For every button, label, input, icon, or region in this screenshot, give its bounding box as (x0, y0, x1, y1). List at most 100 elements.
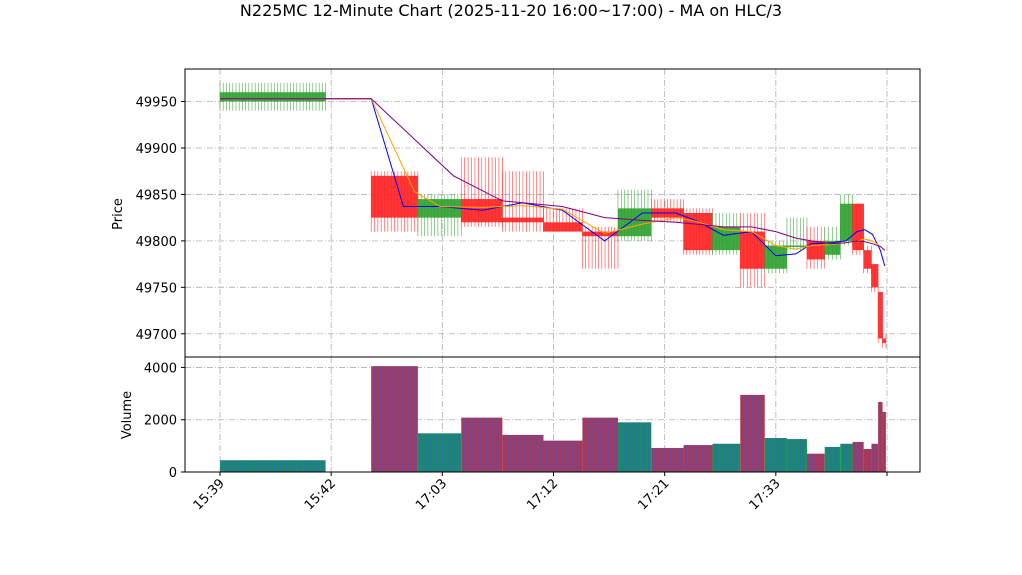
volume-bar (712, 443, 741, 472)
x-axis: 15:39 15:42 17:03 17:12 17:21 17:33 (191, 472, 888, 513)
candle-body (764, 245, 787, 269)
price-tick-label: 49700 (136, 328, 177, 343)
volume-bar (863, 449, 872, 472)
price-candles (219, 82, 887, 348)
volume-bar (871, 443, 879, 472)
candle-body (371, 175, 418, 218)
volume-bar (220, 460, 326, 472)
volume-y-axis: 0 2000 4000 (144, 361, 185, 481)
candle-body (220, 92, 326, 102)
volume-bar (840, 443, 853, 472)
volume-bar (617, 422, 652, 472)
volume-bar (461, 417, 503, 472)
volume-bar-fill (824, 446, 841, 472)
price-panel-frame (184, 68, 921, 358)
volume-bar-fill (582, 417, 618, 472)
volume-bar-fill (764, 438, 787, 472)
x-tick-label: 15:42 (302, 476, 339, 513)
moving-average-line (220, 98, 886, 251)
volume-bar-fill (220, 460, 326, 472)
candle-body (882, 338, 886, 344)
volume-bar (417, 433, 462, 472)
candle-body (683, 213, 713, 251)
candle-body (840, 203, 853, 241)
candle (370, 171, 419, 232)
candle (806, 226, 826, 269)
chart-title: N225MC 12-Minute Chart (2025-11-20 16:00… (240, 1, 782, 20)
candle (840, 194, 853, 246)
moving-average-lines (220, 98, 886, 267)
volume-bar (371, 366, 418, 472)
candle (786, 217, 808, 251)
candle (219, 82, 326, 111)
candle (863, 245, 872, 274)
candle (683, 208, 713, 255)
moving-average-line (220, 98, 886, 251)
price-grid (185, 69, 920, 357)
volume-bar (740, 394, 765, 472)
price-tick-label: 49850 (136, 188, 177, 203)
candle-body (502, 217, 544, 223)
volume-tick-label: 0 (169, 466, 177, 481)
volume-bar-fill (371, 366, 418, 472)
candle-body (852, 203, 864, 251)
price-axis-label: Price (111, 198, 126, 230)
candle (852, 203, 864, 255)
volume-bar (852, 441, 864, 472)
candle-body (786, 245, 807, 248)
candle-body (878, 291, 883, 339)
volume-bar (878, 401, 883, 472)
volume-bar-fill (852, 441, 864, 472)
volume-bar (651, 447, 684, 472)
candle (460, 157, 503, 227)
volume-bar-fill (683, 445, 713, 472)
candle-body (417, 199, 462, 218)
price-y-axis: 49700 49750 49800 49850 49900 49950 (136, 96, 185, 343)
candle-body (863, 250, 872, 269)
price-tick-label: 49950 (136, 96, 177, 111)
volume-bar-fill (617, 422, 652, 472)
x-tick-label: 17:03 (413, 476, 450, 513)
volume-panel-frame (184, 356, 921, 473)
volume-bar-fill (712, 443, 741, 472)
candle (877, 291, 883, 344)
volume-bar-fill (806, 453, 825, 472)
volume-bar (786, 439, 807, 472)
volume-bar-fill (502, 434, 544, 472)
moving-average-line (220, 98, 886, 267)
volume-bar-fill (461, 417, 503, 472)
volume-bar (683, 445, 713, 472)
volume-tick-label: 2000 (144, 414, 177, 429)
candle (582, 226, 619, 269)
candle (739, 213, 766, 288)
candle-body (461, 199, 503, 223)
volume-bar (882, 411, 886, 472)
volume-bars (220, 366, 886, 472)
x-tick-label: 17:33 (747, 476, 784, 513)
price-tick-label: 49900 (136, 142, 177, 157)
volume-bar (543, 440, 583, 472)
candle (871, 264, 879, 292)
price-tick-label: 49800 (136, 235, 177, 250)
candle-body (543, 222, 583, 232)
candle (882, 333, 887, 348)
price-tick-label: 49750 (136, 281, 177, 296)
candle (417, 194, 462, 237)
volume-bar-fill (878, 401, 883, 472)
x-tick-label: 17:12 (524, 476, 561, 513)
candle (617, 189, 652, 241)
candle-body (740, 231, 765, 269)
volume-tick-label: 4000 (144, 361, 177, 376)
volume-axis-label: Volume (120, 391, 135, 439)
volume-bar (764, 438, 787, 472)
volume-bar (824, 446, 841, 472)
candle-body (871, 264, 879, 288)
volume-bar (502, 434, 544, 472)
x-tick-label: 15:39 (191, 476, 228, 513)
volume-bar (806, 453, 825, 472)
volume-bar (582, 417, 618, 472)
candle-body (582, 231, 618, 237)
x-tick-label: 17:21 (635, 476, 672, 513)
volume-bar-fill (882, 411, 886, 472)
